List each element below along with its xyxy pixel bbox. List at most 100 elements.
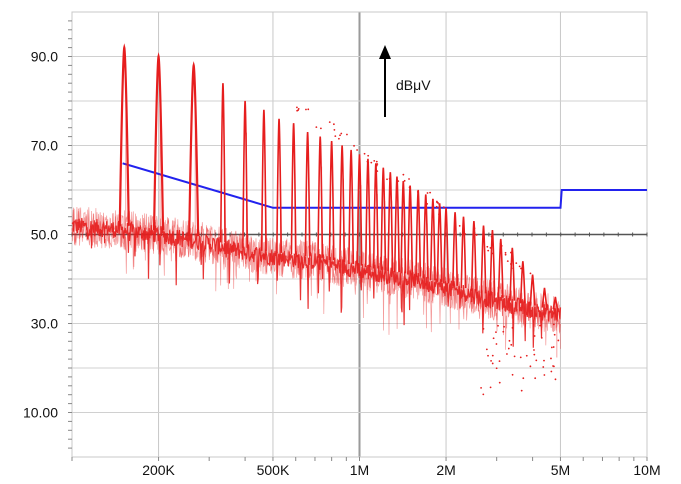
- low-dot: [498, 381, 501, 384]
- envelope-dot: [490, 235, 493, 238]
- envelope-dot: [431, 198, 434, 201]
- x-tick-label: 1M: [350, 462, 369, 478]
- envelope-dot: [504, 253, 507, 256]
- y-tick-label: 50.0: [31, 227, 58, 243]
- low-dot: [491, 354, 494, 357]
- low-dot: [552, 323, 555, 326]
- envelope-dot: [375, 164, 378, 167]
- envelope-dot: [473, 227, 476, 230]
- envelope-dot: [334, 135, 337, 138]
- harmonic-peak: [188, 61, 200, 237]
- envelope-dot: [500, 244, 503, 247]
- envelope-dot: [340, 132, 343, 135]
- envelope-dot: [515, 262, 518, 264]
- envelope-dot: [512, 267, 514, 270]
- envelope-dot: [416, 191, 419, 193]
- envelope-dot: [489, 247, 492, 249]
- envelope-dot: [435, 205, 438, 208]
- harmonic-peak: [552, 296, 559, 310]
- envelope-dot: [315, 126, 318, 128]
- envelope-dot: [458, 224, 461, 227]
- low-dot: [489, 386, 492, 389]
- low-dot: [533, 335, 536, 337]
- envelope-dot: [438, 203, 441, 206]
- low-dot: [540, 336, 543, 339]
- low-dot: [542, 366, 545, 368]
- envelope-dot: [296, 106, 298, 109]
- low-dot: [503, 325, 506, 328]
- envelope-dot: [370, 161, 373, 164]
- spectrum-floor-trace: [71, 217, 562, 348]
- x-tick-label: 5M: [551, 462, 570, 478]
- low-dot: [480, 386, 482, 389]
- low-dot: [550, 357, 552, 360]
- envelope-dot: [297, 107, 300, 110]
- envelope-dot: [429, 191, 432, 194]
- low-dot: [535, 359, 538, 362]
- low-dot: [519, 356, 522, 359]
- harmonic-peak: [470, 221, 477, 291]
- low-dot: [490, 359, 492, 362]
- low-dot: [495, 367, 498, 370]
- envelope-dot: [338, 137, 340, 140]
- low-dot: [495, 343, 498, 345]
- envelope-dot: [499, 242, 502, 245]
- envelope-dot: [509, 263, 512, 265]
- envelope-dot: [333, 128, 336, 131]
- envelope-dot: [363, 152, 366, 155]
- unit-annotation: dBμV: [379, 45, 431, 117]
- low-dot: [508, 339, 511, 342]
- envelope-dot: [386, 178, 388, 181]
- low-dot: [511, 326, 514, 329]
- low-dot: [506, 353, 508, 355]
- low-dot: [522, 377, 525, 380]
- envelope-dot: [328, 121, 331, 123]
- low-dot: [533, 349, 535, 351]
- harmonic-peak: [497, 238, 504, 298]
- up-arrow-icon: [379, 45, 391, 59]
- envelope-dot: [408, 186, 411, 189]
- envelope-dot: [506, 260, 509, 263]
- x-tick-label: 2M: [436, 462, 455, 478]
- low-dot: [525, 354, 528, 357]
- unit-label: dBμV: [396, 77, 431, 93]
- low-dot: [533, 353, 536, 356]
- envelope-dot: [473, 231, 476, 234]
- low-dot: [498, 360, 501, 363]
- envelope-dot: [408, 178, 410, 180]
- envelope-dot: [491, 252, 493, 255]
- envelope-dot: [367, 161, 370, 164]
- low-dot: [539, 324, 541, 327]
- envelope-dot: [388, 177, 391, 180]
- envelope-dot: [307, 108, 310, 111]
- y-tick-label: 70.0: [31, 138, 58, 154]
- tick-labels: 200K 500K 1M 2M 5M 10M 10.00 30.0 50.0 70.0 90.0: [23, 49, 661, 479]
- envelope-dot: [475, 234, 478, 236]
- envelope-dot: [510, 251, 512, 254]
- low-dot: [482, 393, 485, 396]
- y-tick-label: 30.0: [31, 316, 58, 332]
- y-tick-label: 10.00: [23, 405, 58, 421]
- envelope-dot: [426, 192, 429, 194]
- envelope-dot: [305, 108, 307, 111]
- low-dot: [497, 324, 499, 327]
- harmonic-peak: [118, 43, 130, 226]
- spectrum-floor-trace: [71, 206, 561, 336]
- low-dot: [553, 365, 555, 368]
- low-dot: [553, 333, 556, 336]
- envelope-dot: [297, 109, 299, 112]
- envelope-dot: [339, 134, 341, 137]
- low-dot: [487, 354, 489, 357]
- envelope-dot: [353, 144, 355, 147]
- limit-line: [122, 162, 647, 209]
- y-tick-label: 90.0: [31, 49, 58, 65]
- envelope-dot: [529, 272, 532, 275]
- envelope-dot: [520, 267, 522, 270]
- envelope-dot: [319, 127, 322, 130]
- harmonic-peak: [436, 203, 443, 282]
- low-dot: [511, 373, 514, 376]
- envelope-dot: [402, 173, 405, 176]
- low-dot: [482, 327, 485, 330]
